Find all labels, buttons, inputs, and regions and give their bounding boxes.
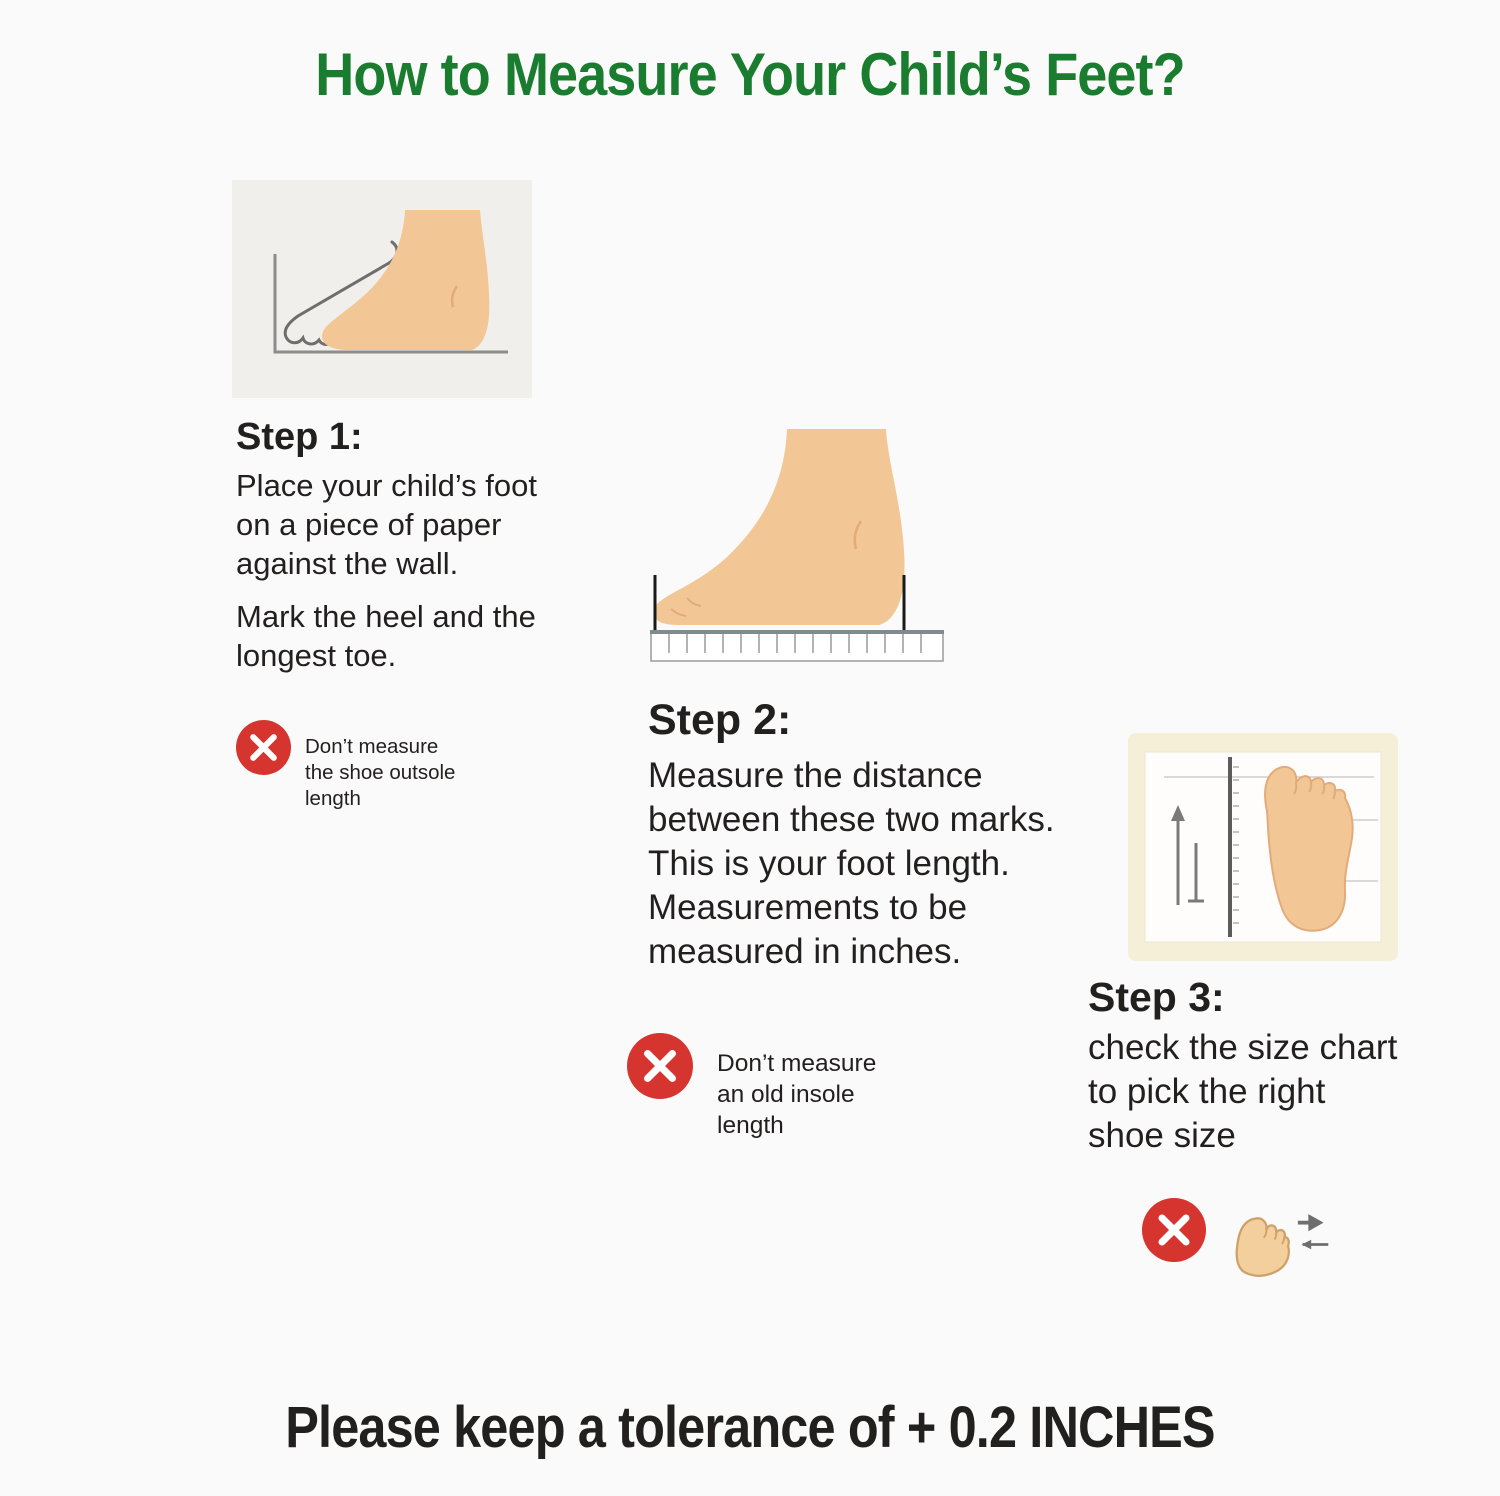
dont-icon — [236, 720, 291, 775]
step1-illustration — [232, 180, 532, 398]
step2-body: Measure the distance between these two m… — [648, 754, 1055, 974]
foot-profile-icon — [322, 210, 490, 350]
step2-paragraph: Measure the distance between these two m… — [648, 756, 1055, 971]
step3-paragraph: check the size chart to pick the right s… — [1088, 1028, 1398, 1155]
step2-heading: Step 2: — [648, 696, 792, 744]
step1-heading: Step 1: — [236, 416, 363, 458]
wall-floor-line — [273, 254, 508, 354]
measure-arrows-icon — [1171, 805, 1204, 905]
foot-profile-icon — [653, 429, 905, 625]
toe-creases — [670, 597, 702, 617]
step1-warning-text: Don’t measure the shoe outsole length — [305, 735, 456, 810]
step2-warning-text: Don’t measure an old insole length — [717, 1050, 877, 1139]
ankle-crease — [450, 285, 459, 308]
measuring-board-icon — [1128, 733, 1398, 961]
step3-body: check the size chart to pick the right s… — [1088, 1026, 1397, 1158]
page-title: How to Measure Your Child’s Feet? — [315, 41, 1185, 108]
vertical-ruler-icon — [1228, 757, 1239, 937]
step2-warning: Don’t measure an old insole length — [627, 1033, 876, 1141]
foot-against-wall-icon — [273, 210, 508, 354]
toe-space-arrows-icon — [1297, 1214, 1329, 1250]
step3-heading: Step 3: — [1088, 974, 1225, 1020]
step1-paragraph-1: Place your child’s foot on a piece of pa… — [236, 468, 537, 581]
step1-body: Place your child’s foot on a piece of pa… — [236, 466, 537, 675]
ankle-crease — [853, 520, 863, 550]
foot-sole-icon — [1264, 766, 1354, 932]
foot-toes-icon — [1235, 1217, 1290, 1277]
step3-illustration — [1128, 733, 1398, 961]
dont-icon — [627, 1033, 693, 1099]
step3-warning — [1142, 1196, 1334, 1282]
step2-illustration — [645, 425, 955, 667]
foot-on-ruler-icon — [650, 429, 944, 662]
step1-warning: Don’t measure the shoe outsole length — [236, 720, 455, 812]
tolerance-note: Please keep a tolerance of + 0.2 INCHES — [285, 1395, 1215, 1460]
dont-icon — [1142, 1198, 1206, 1262]
foot-outline-sketch-icon — [283, 240, 399, 346]
step1-paragraph-2: Mark the heel and the longest toe. — [236, 599, 536, 673]
ruler-icon — [650, 630, 944, 662]
